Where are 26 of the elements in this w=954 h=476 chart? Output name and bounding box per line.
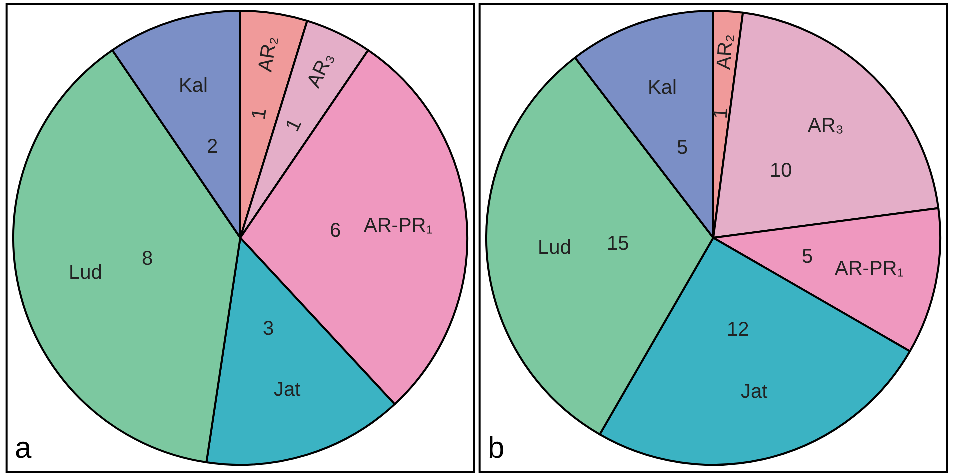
data-label: 5 (802, 246, 814, 268)
data-label: 6 (330, 220, 342, 242)
data-label: 1 (710, 107, 733, 120)
slice-label: Jat (274, 379, 302, 401)
slice-label: Lud (538, 237, 572, 259)
slice-label: AR₂ (713, 34, 738, 71)
data-label: 10 (770, 160, 792, 182)
slice-label: AR-PR₁ (835, 258, 904, 280)
data-label: 1 (248, 107, 272, 122)
data-label: 2 (207, 136, 218, 158)
data-label: 3 (263, 318, 274, 340)
text: a (15, 432, 32, 465)
data-label: 15 (607, 233, 630, 255)
slice-label: AR₂ (254, 35, 282, 74)
slice-label: Jat (741, 381, 768, 403)
slice-label: Kal (648, 77, 677, 99)
slice-label: AR-PR₁ (364, 215, 434, 237)
text: b (488, 432, 505, 465)
data-label: 5 (677, 137, 688, 159)
slice-label: Lud (69, 262, 102, 284)
slice-label: Kal (179, 75, 208, 97)
data-label: 1 (282, 116, 307, 136)
slice-label: AR₃ (303, 49, 339, 92)
slice-label: AR₃ (808, 115, 844, 137)
data-label: 12 (727, 319, 750, 341)
data-label: 8 (142, 248, 154, 270)
